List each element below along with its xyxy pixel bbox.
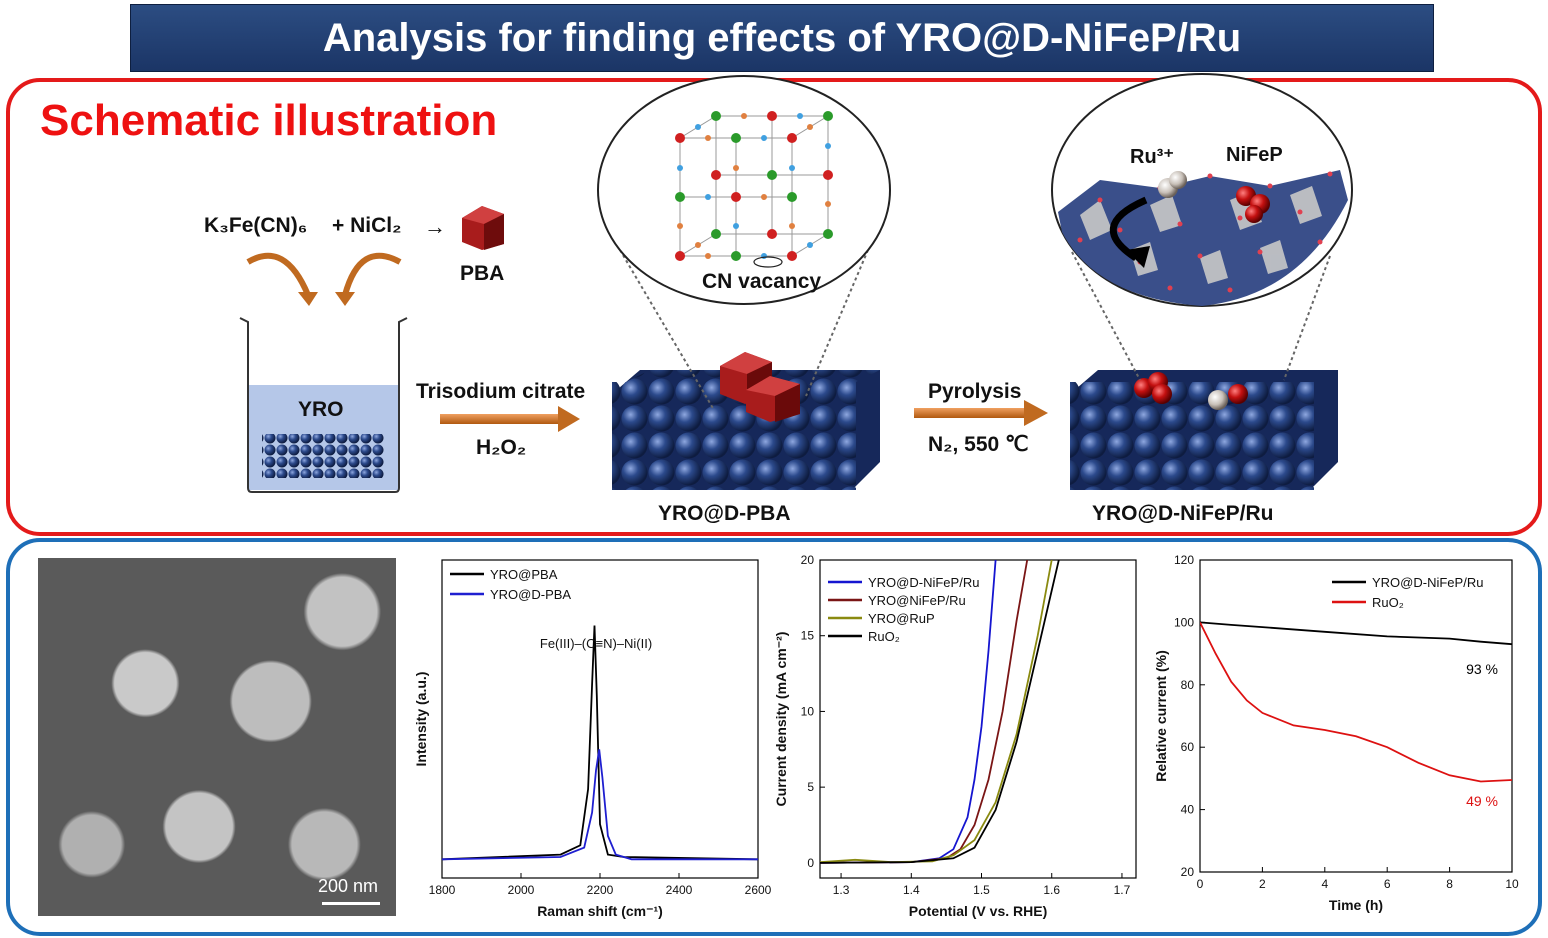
x-tick-label: 8 <box>1446 877 1453 891</box>
pba-cubes-on-slab <box>720 352 800 422</box>
legend-entry: YRO@D-NiFeP/Ru <box>1372 575 1483 590</box>
x-tick-label: 10 <box>1505 877 1519 891</box>
peak-annotation: Fe(III)–(C≡N)–Ni(II) <box>540 636 652 651</box>
x-tick-label: 1800 <box>429 883 456 897</box>
series-line-2 <box>820 560 1053 864</box>
analysis-panel <box>6 538 1542 936</box>
beaker-label: YRO <box>298 398 344 421</box>
pba-cube-icon <box>462 206 504 250</box>
x-axis-label: Time (h) <box>1329 897 1383 913</box>
y-tick-label: 20 <box>801 553 815 567</box>
y-axis-label: Intensity (a.u.) <box>413 672 429 767</box>
sem-scale-bar <box>322 902 380 905</box>
lattice-inset <box>597 75 891 305</box>
curved-arrow-right <box>342 252 402 296</box>
x-tick-label: 0 <box>1197 877 1204 891</box>
y-tick-label: 120 <box>1174 553 1194 567</box>
y-tick-label: 10 <box>801 704 815 718</box>
x-tick-label: 2200 <box>587 883 614 897</box>
reaction-arrow-2 <box>914 400 1048 426</box>
x-tick-label: 4 <box>1321 877 1328 891</box>
plot-frame <box>1199 559 1513 873</box>
series-line-1 <box>442 749 758 861</box>
surface-inset <box>1051 73 1353 307</box>
schematic-title: Schematic illustration <box>40 96 498 145</box>
series-line-1 <box>1200 621 1512 783</box>
product-pba: PBA <box>460 262 505 285</box>
y-tick-label: 60 <box>1181 740 1195 754</box>
legend-entry: YRO@NiFeP/Ru <box>868 593 966 608</box>
final-product-label: YRO@D-NiFeP/Ru <box>1092 502 1274 525</box>
reagent-nicl2: + NiCl₂ <box>332 214 402 237</box>
reaction-arrow-1 <box>440 406 580 432</box>
step1-oxidant: H₂O₂ <box>476 436 527 459</box>
cn-vacancy-label: CN vacancy <box>702 270 822 293</box>
y-tick-label: 5 <box>807 780 814 794</box>
x-tick-label: 2 <box>1259 877 1266 891</box>
y-tick-label: 15 <box>801 629 815 643</box>
series-line-3 <box>820 560 1060 864</box>
x-tick-label: 1.6 <box>1043 883 1060 897</box>
y-axis-label: Relative current (%) <box>1153 650 1169 781</box>
x-tick-label: 1.4 <box>903 883 920 897</box>
plot-frame <box>819 559 1137 879</box>
intermediate-label: YRO@D-PBA <box>658 502 791 525</box>
y-axis-label: Current density (mA cm⁻²) <box>773 632 789 807</box>
x-axis-label: Potential (V vs. RHE) <box>909 903 1047 919</box>
banner-title: Analysis for finding effects of YRO@D-Ni… <box>322 15 1242 60</box>
legend-entry: YRO@D-NiFeP/Ru <box>868 575 979 590</box>
legend-entry: YRO@RuP <box>868 611 935 626</box>
y-tick-label: 80 <box>1181 678 1195 692</box>
beaker <box>239 317 408 493</box>
legend-entry: YRO@D-PBA <box>490 587 571 602</box>
end-value-label: 93 % <box>1466 661 1498 677</box>
legend-entry: YRO@PBA <box>490 567 558 582</box>
x-tick-label: 2600 <box>745 883 772 897</box>
y-tick-label: 0 <box>807 856 814 870</box>
yro-pba-slab <box>612 352 880 490</box>
x-tick-label: 6 <box>1384 877 1391 891</box>
step2-conditions: N₂, 550 ℃ <box>928 433 1029 456</box>
ru-label: Ru³⁺ <box>1130 146 1174 168</box>
y-tick-label: 20 <box>1181 865 1195 879</box>
series-line-0 <box>442 625 758 861</box>
end-value-label: 49 % <box>1466 793 1498 809</box>
title-banner: Analysis for finding effects of YRO@D-Ni… <box>130 4 1434 72</box>
legend-entry: RuO₂ <box>1372 595 1404 610</box>
step2-process: Pyrolysis <box>928 380 1022 403</box>
x-tick-label: 2000 <box>508 883 535 897</box>
x-tick-label: 1.7 <box>1114 883 1131 897</box>
x-tick-label: 2400 <box>666 883 693 897</box>
sem-scale-label: 200 nm <box>318 876 379 896</box>
plot-frame <box>441 559 759 879</box>
series-line-0 <box>1200 621 1512 646</box>
sem-image <box>38 558 396 916</box>
x-axis-label: Raman shift (cm⁻¹) <box>537 903 663 919</box>
x-tick-label: 1.3 <box>833 883 850 897</box>
arrow-icon: → <box>424 214 446 239</box>
y-tick-label: 100 <box>1174 615 1194 629</box>
legend-entry: RuO₂ <box>868 629 900 644</box>
yro-nifep-ru-slab <box>1070 370 1338 490</box>
x-tick-label: 1.5 <box>973 883 990 897</box>
nifep-label: NiFeP <box>1226 144 1283 166</box>
reagent-k3fecn6: K₃Fe(CN)₆ <box>204 214 308 237</box>
curved-arrow-left <box>246 252 311 297</box>
step1-reagent: Trisodium citrate <box>416 380 586 403</box>
y-tick-label: 40 <box>1181 803 1195 817</box>
